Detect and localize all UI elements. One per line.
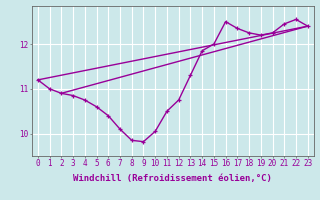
X-axis label: Windchill (Refroidissement éolien,°C): Windchill (Refroidissement éolien,°C) (73, 174, 272, 183)
